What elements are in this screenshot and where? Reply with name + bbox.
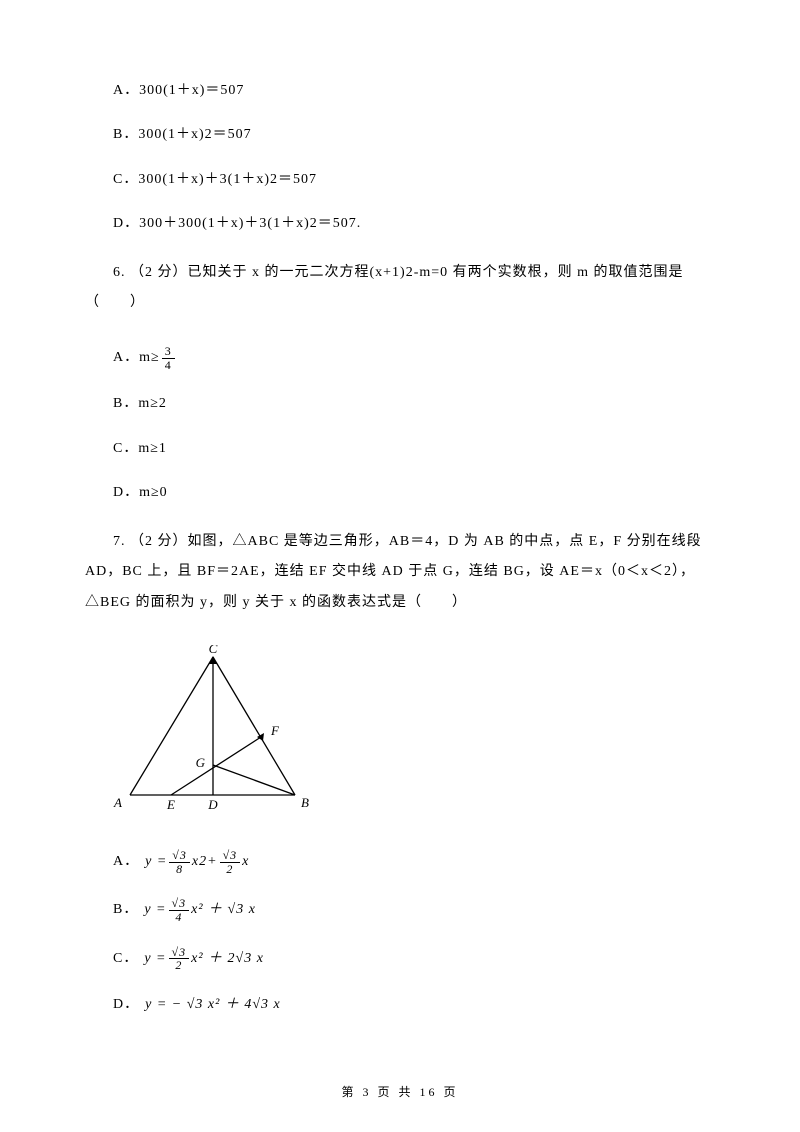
q7-option-d: D． y = − √3 x² ＋ 4√3 x — [85, 994, 715, 1016]
fraction-den: 4 — [162, 359, 175, 372]
q6-option-b-text: B．m≥2 — [113, 393, 167, 415]
q6-option-d-text: D．m≥0 — [113, 482, 168, 504]
q6-option-c-text: C．m≥1 — [113, 438, 167, 460]
q7-option-b: B． y = √3 4 x² ＋ √3 x — [85, 897, 715, 923]
q6-option-a-prefix: A．m≥ — [113, 347, 160, 369]
svg-text:B: B — [301, 795, 309, 810]
triangle-diagram: A B C D E F G — [85, 645, 715, 823]
page: A．300(1＋x)＝507 B．300(1＋x)2＝507 C．300(1＋x… — [0, 0, 800, 1132]
q5-option-c: C．300(1＋x)＋3(1＋x)2＝507 — [85, 169, 715, 191]
q5-option-a-text: A．300(1＋x)＝507 — [113, 80, 244, 102]
fraction-num: 3 — [162, 345, 175, 359]
q7-option-a-label: A． — [113, 851, 139, 873]
q7-option-d-expr: y = − √3 x² ＋ 4√3 x — [145, 994, 281, 1016]
footer-suffix: 页 — [438, 1085, 459, 1099]
q5-option-d: D．300＋300(1＋x)＋3(1＋x)2＝507. — [85, 213, 715, 235]
q7-option-b-expr: y = √3 4 x² ＋ √3 x — [144, 897, 256, 923]
svg-text:A: A — [113, 795, 122, 810]
q6-option-d: D．m≥0 — [85, 482, 715, 504]
svg-text:G: G — [196, 755, 206, 770]
q7-option-a-expr: y = √3 8 x2+ √3 2 x — [145, 849, 249, 875]
svg-text:E: E — [166, 797, 175, 812]
svg-text:F: F — [270, 723, 280, 738]
q7-option-c-expr: y = √3 2 x² ＋ 2√3 x — [144, 946, 264, 972]
q5-option-b-text: B．300(1＋x)2＝507 — [113, 124, 252, 146]
q7-option-c: C． y = √3 2 x² ＋ 2√3 x — [85, 946, 715, 972]
q7-stem: 7. （2 分）如图，△ABC 是等边三角形，AB＝4，D 为 AB 的中点，点… — [85, 527, 715, 619]
fraction-3-4: 3 4 — [162, 345, 175, 371]
q5-option-c-text: C．300(1＋x)＋3(1＋x)2＝507 — [113, 169, 317, 191]
triangle-svg: A B C D E F G — [113, 645, 313, 815]
q6-option-c: C．m≥1 — [85, 438, 715, 460]
q6-stem-text: 6. （2 分）已知关于 x 的一元二次方程(x+1)2-m=0 有两个实数根，… — [85, 265, 684, 311]
footer-total: 16 — [420, 1085, 438, 1099]
q5-option-d-text: D．300＋300(1＋x)＋3(1＋x)2＝507. — [113, 213, 361, 235]
footer-prefix: 第 — [341, 1085, 362, 1099]
q7-option-a: A． y = √3 8 x2+ √3 2 x — [85, 849, 715, 875]
page-footer: 第 3 页 共 16 页 — [0, 1083, 800, 1102]
q6-option-b: B．m≥2 — [85, 393, 715, 415]
q7-option-c-label: C． — [113, 948, 138, 970]
q5-option-a: A．300(1＋x)＝507 — [85, 80, 715, 102]
svg-text:D: D — [207, 797, 218, 812]
svg-text:C: C — [209, 645, 218, 656]
q7-option-d-label: D． — [113, 994, 139, 1016]
q6-option-a: A．m≥ 3 4 — [85, 345, 715, 371]
q6-stem: 6. （2 分）已知关于 x 的一元二次方程(x+1)2-m=0 有两个实数根，… — [57, 258, 715, 320]
q7-option-b-label: B． — [113, 899, 138, 921]
q5-option-b: B．300(1＋x)2＝507 — [85, 124, 715, 146]
q7-stem-text: 7. （2 分）如图，△ABC 是等边三角形，AB＝4，D 为 AB 的中点，点… — [85, 534, 702, 611]
footer-mid: 页 共 — [371, 1085, 419, 1099]
